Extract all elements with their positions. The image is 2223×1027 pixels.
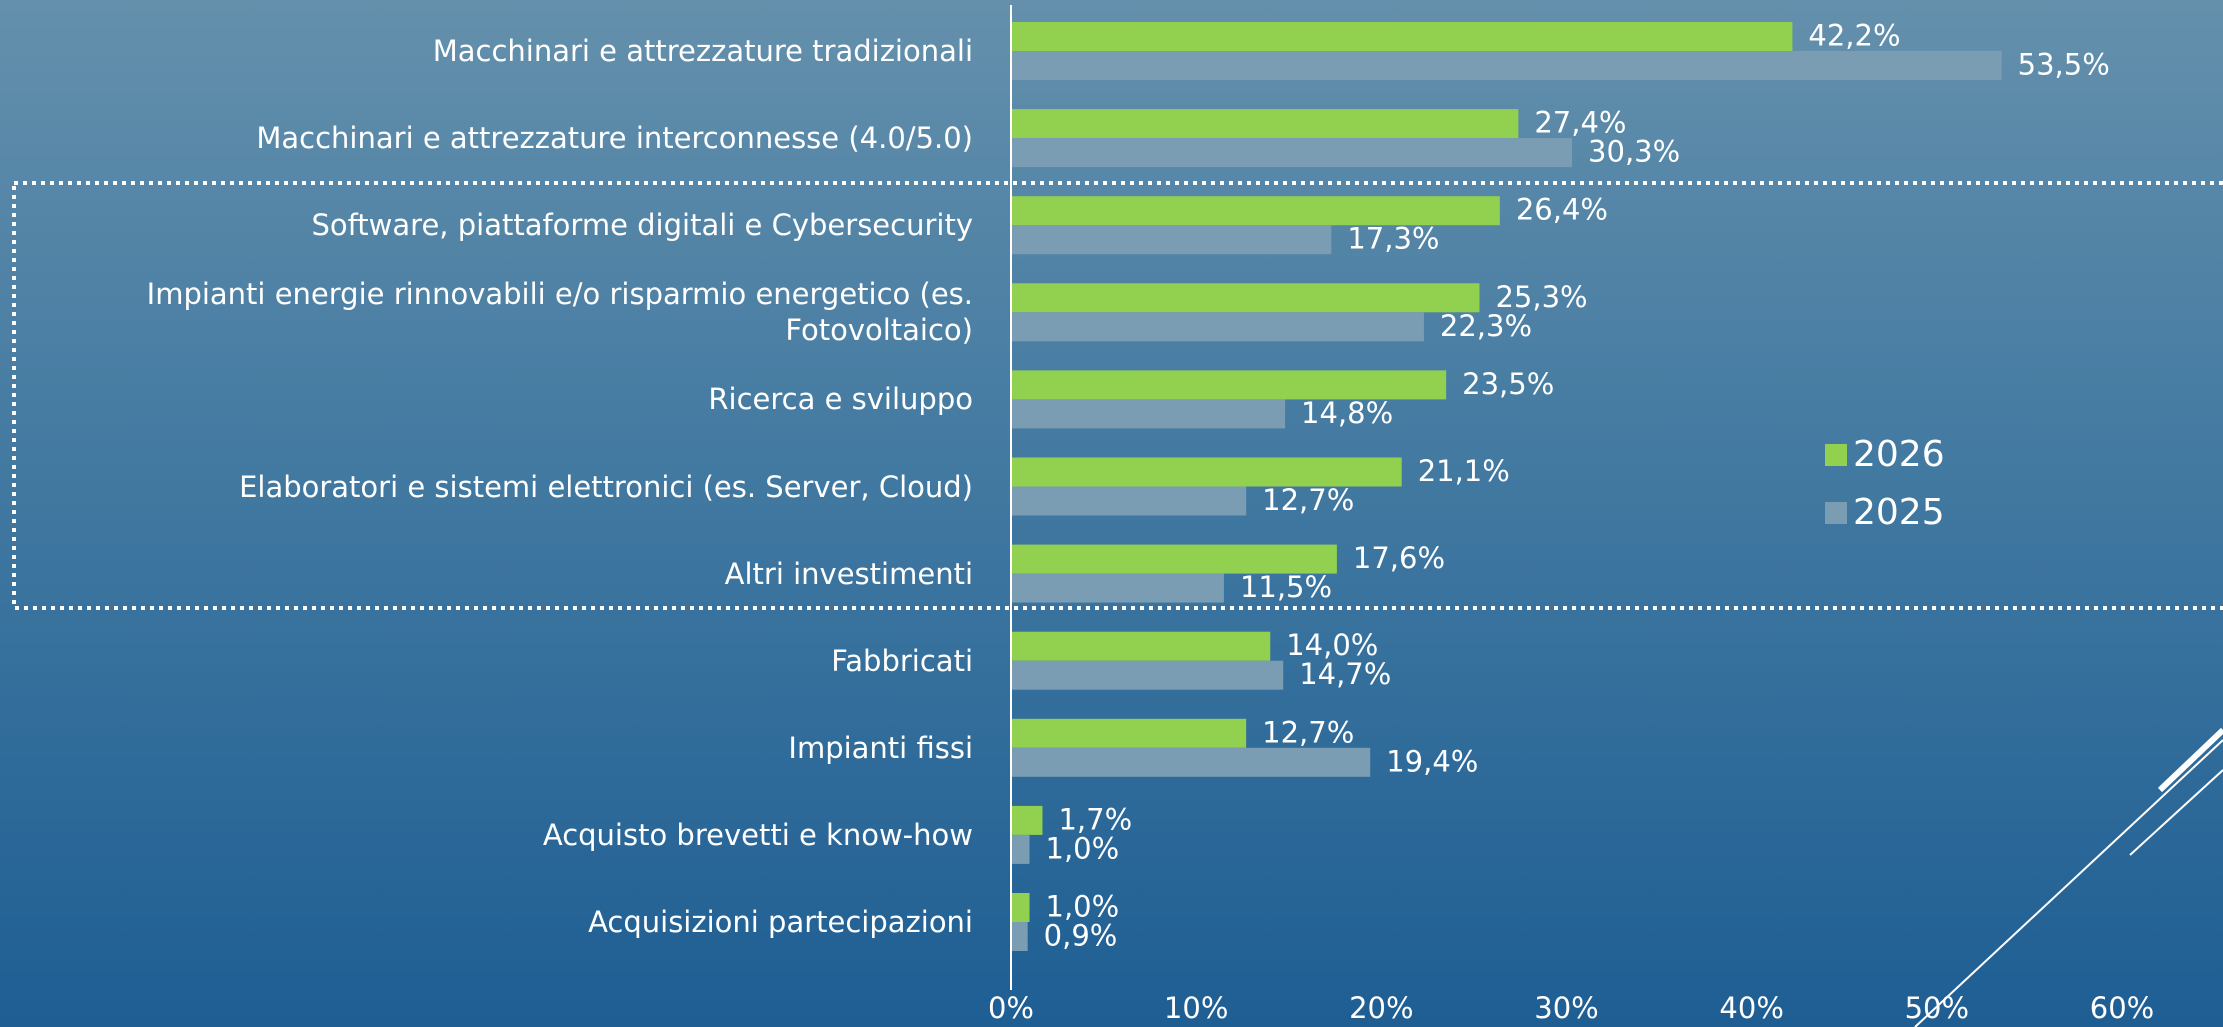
decor-line <box>2157 727 2223 793</box>
category-label: Altri investimenti <box>724 556 973 591</box>
value-label: 12,7% <box>1262 483 1354 517</box>
value-label: 14,0% <box>1286 628 1378 662</box>
value-label: 12,7% <box>1262 715 1354 749</box>
value-label: 25,3% <box>1495 280 1587 314</box>
bar <box>1011 225 1332 255</box>
x-tick-label: 50% <box>1905 991 1969 1025</box>
legend-swatch <box>1825 444 1847 466</box>
bar <box>1011 544 1337 574</box>
bar <box>1011 573 1224 603</box>
legend-label: 2026 <box>1853 434 1945 475</box>
decor-line <box>2129 769 2223 856</box>
value-label: 1,0% <box>1046 890 1120 924</box>
bar <box>1011 922 1028 951</box>
x-tick-label: 40% <box>1719 991 1783 1025</box>
bar <box>1011 747 1371 777</box>
value-label: 30,3% <box>1588 135 1680 169</box>
value-label: 11,5% <box>1240 570 1332 604</box>
value-label: 26,4% <box>1516 193 1608 227</box>
category-label: Macchinari e attrezzature interconnesse … <box>256 121 973 156</box>
x-tick-label: 60% <box>2090 991 2154 1025</box>
bar <box>1011 370 1447 400</box>
value-label: 14,8% <box>1301 396 1393 430</box>
bar <box>1011 893 1030 922</box>
bar <box>1011 196 1500 226</box>
value-label: 0,9% <box>1044 919 1118 953</box>
category-label: Software, piattaforme digitali e Cyberse… <box>311 208 973 243</box>
category-label: Acquisto brevetti e know-how <box>542 817 973 852</box>
bar <box>1011 109 1519 139</box>
value-label: 1,7% <box>1058 802 1132 836</box>
x-tick-label: 0% <box>988 991 1034 1025</box>
category-label: Macchinari e attrezzature tradizionali <box>432 34 973 68</box>
bar <box>1011 399 1286 429</box>
value-label: 14,7% <box>1299 657 1391 691</box>
value-label: 17,6% <box>1353 541 1445 575</box>
x-tick-label: 20% <box>1349 991 1413 1025</box>
value-label: 22,3% <box>1440 309 1532 343</box>
bar <box>1011 718 1247 748</box>
value-label: 17,3% <box>1347 222 1439 256</box>
bar <box>1011 805 1043 835</box>
bar <box>1011 22 1793 51</box>
bar <box>1011 51 2002 80</box>
bar <box>1011 834 1030 864</box>
category-label: Ricerca e sviluppo <box>708 382 973 417</box>
category-label: Impianti energie rinnovabili e/o risparm… <box>146 277 973 348</box>
value-label: 42,2% <box>1808 19 1900 53</box>
bar <box>1011 631 1271 661</box>
category-label: Elaboratori e sistemi elettronici (es. S… <box>239 469 973 504</box>
legend-swatch <box>1825 502 1847 524</box>
bar <box>1011 312 1424 342</box>
x-tick-label: 30% <box>1534 991 1598 1025</box>
category-label: Impianti fissi <box>788 730 973 765</box>
highlight-box <box>12 181 2223 610</box>
category-label: Fabbricati <box>831 643 973 678</box>
bar <box>1011 283 1480 313</box>
value-label: 27,4% <box>1534 106 1626 140</box>
value-label: 53,5% <box>2018 48 2110 82</box>
legend-label: 2025 <box>1853 492 1945 533</box>
decor-line <box>1914 739 2223 1027</box>
value-label: 1,0% <box>1046 831 1120 865</box>
category-label: Acquisizioni partecipazioni <box>588 905 973 939</box>
value-label: 19,4% <box>1386 744 1478 778</box>
x-tick-label: 10% <box>1164 991 1228 1025</box>
bar <box>1011 457 1402 487</box>
bar <box>1011 660 1284 690</box>
bar <box>1011 486 1247 516</box>
value-label: 21,1% <box>1418 454 1510 488</box>
bar <box>1011 138 1573 168</box>
value-label: 23,5% <box>1462 367 1554 401</box>
